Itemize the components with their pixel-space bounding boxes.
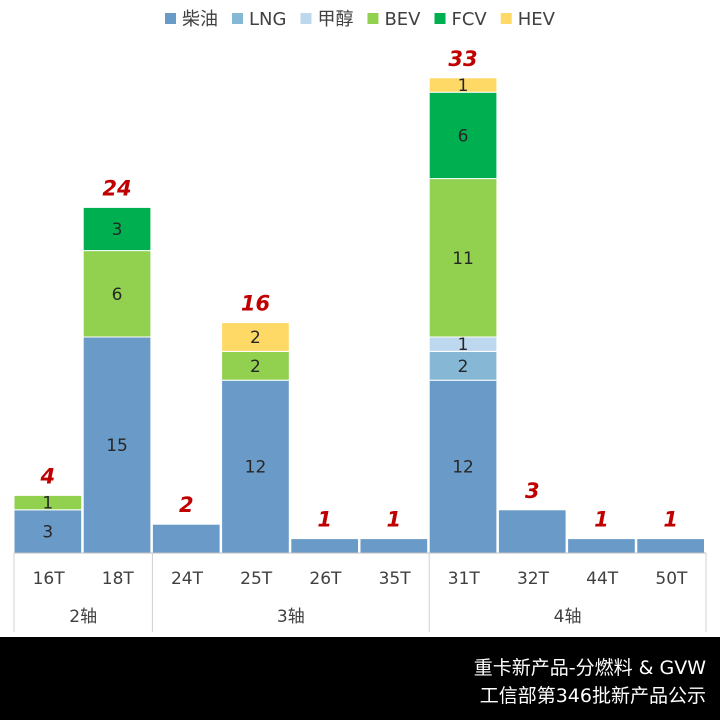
legend-label: 甲醇 [317,9,353,30]
bar-segment [13,509,83,554]
legend-swatch [232,13,244,24]
total-label: 24 [102,176,131,200]
segment-label: 6 [112,285,123,305]
segment-label: 2 [250,328,261,348]
bar-segment [221,350,290,381]
category-tick-label: 35T [379,569,412,589]
legend-label: LNG [249,9,286,30]
segment-label: 12 [245,458,267,478]
segment-label: 3 [112,220,123,240]
caption-banner: 重卡新产品-分燃料 & GVW 工信部第346批新产品公示 [0,637,720,720]
segment-label: 2 [458,357,469,377]
category-tick-label: 44T [586,569,619,589]
category-tick-label: 18T [102,569,135,589]
category-tick-label: 31T [448,569,481,589]
segment-label: 1 [42,494,53,514]
category-tick-label: 16T [33,569,66,589]
group-label: 2轴 [69,607,97,627]
caption-line-1: 重卡新产品-分燃料 & GVW [473,657,706,679]
category-axis: 16T 18T 24T 25T 26T 35T 31T 32T 44T 50T 2轴 3轴 4轴 [13,552,707,632]
total-label: 3 [525,479,540,503]
bar-stacks [13,77,705,554]
bar-segment [359,538,429,554]
group-label: 3轴 [277,607,305,627]
legend-label: 柴油 [182,9,218,30]
category-tick-label: 25T [240,569,273,589]
segment-label: 1 [458,335,469,355]
legend-swatch [500,13,512,24]
bar-segment [13,494,83,511]
legend-swatch [434,13,446,24]
bar-segment [567,538,636,554]
legend-label: BEV [384,9,421,30]
caption-line-2: 工信部第346批新产品公示 [479,685,706,707]
bar-segment [82,206,152,252]
segment-label: 2 [250,357,261,377]
category-tick-label: 32T [517,569,550,589]
legend-label: HEV [518,9,556,30]
segment-label: 1 [458,76,469,96]
category-tick-label: 24T [171,569,204,589]
legend-swatch [300,13,312,24]
bar-segment [151,523,221,554]
bar-segment [82,250,152,338]
segment-label: 6 [458,126,469,146]
bar-segment [428,350,498,381]
segment-label: 12 [452,458,474,478]
group-label: 4轴 [554,607,582,627]
bar-segment [636,538,705,554]
total-label: 1 [387,508,402,532]
segment-label: 3 [42,522,53,542]
bar-segment [428,379,498,554]
total-label: 1 [594,508,609,532]
segment-label: 11 [452,249,474,269]
legend-swatch [367,13,379,24]
segment-label: 15 [106,436,128,456]
bar-segment [290,538,359,554]
total-label: 16 [241,292,270,316]
bar-segment [428,91,498,180]
total-label: 1 [663,508,678,532]
category-tick-label: 50T [655,569,688,589]
total-label: 33 [448,47,477,71]
chart-legend: 柴油 LNG 甲醇 BEV FCV HEV [165,9,556,30]
legend-swatch [165,13,177,24]
bar-segment [221,322,290,352]
total-label: 1 [317,508,332,532]
category-tick-label: 26T [309,569,342,589]
total-label: 2 [179,493,194,517]
total-label: 4 [40,464,56,488]
legend-label: FCV [452,9,488,30]
bar-segment [428,77,498,93]
bar-segment [497,509,567,554]
bar-segment [428,178,498,338]
